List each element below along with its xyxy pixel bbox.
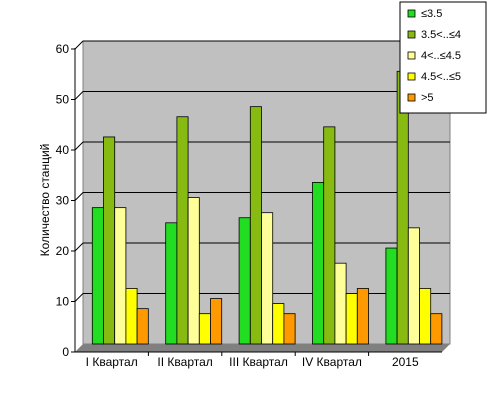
bar bbox=[283, 313, 296, 345]
plot-floor bbox=[75, 344, 450, 352]
bar bbox=[345, 293, 358, 345]
bar bbox=[385, 247, 398, 345]
gridline-depth bbox=[74, 40, 84, 50]
x-tick-label: IV Квартал bbox=[302, 355, 362, 369]
y-tick-label: 0 bbox=[62, 345, 69, 359]
x-tick-label: I Квартал bbox=[86, 355, 138, 369]
x-tick-label: III Квартал bbox=[229, 355, 288, 369]
bar bbox=[176, 116, 189, 345]
bar bbox=[261, 212, 274, 345]
legend-swatch bbox=[407, 93, 416, 102]
bar bbox=[103, 136, 116, 345]
bar bbox=[165, 222, 178, 345]
y-axis-label: Количество станций bbox=[38, 144, 52, 257]
bar bbox=[419, 288, 432, 345]
y-tick-label: 50 bbox=[56, 93, 70, 107]
y-ticks: 0 10 20 30 40 50 60 bbox=[56, 42, 75, 359]
legend-swatch bbox=[407, 51, 416, 60]
gridline-depth bbox=[74, 141, 84, 151]
legend-label: ≤3.5 bbox=[421, 8, 442, 20]
x-tick-label: 2015 bbox=[392, 355, 419, 369]
x-tick-label: II Квартал bbox=[157, 355, 212, 369]
gridline-depth bbox=[74, 242, 84, 252]
y-tick-label: 20 bbox=[56, 244, 70, 258]
bar bbox=[356, 288, 369, 345]
bar bbox=[136, 308, 149, 345]
bar bbox=[125, 288, 138, 345]
bars bbox=[91, 70, 443, 345]
x-ticks: I Квартал II Квартал III Квартал IV Квартал… bbox=[86, 352, 419, 369]
bar bbox=[407, 227, 420, 345]
legend-label: 3.5<..≤4 bbox=[421, 29, 461, 41]
bar bbox=[312, 181, 325, 345]
legend-label: 4<..≤4.5 bbox=[421, 50, 461, 62]
plot-area: 0 10 20 30 40 50 60 I Квартал II Квартал III Ква… bbox=[56, 40, 451, 369]
bar bbox=[187, 197, 200, 345]
bar bbox=[114, 207, 127, 345]
legend-swatch bbox=[407, 30, 416, 39]
y-tick-label: 60 bbox=[56, 42, 70, 56]
y-tick-label: 10 bbox=[56, 295, 70, 309]
legend-swatch bbox=[407, 72, 416, 81]
bar bbox=[249, 106, 262, 345]
gridline-depth bbox=[74, 91, 84, 100]
y-tick-label: 40 bbox=[56, 143, 70, 157]
y-tick-label: 30 bbox=[56, 194, 70, 208]
bar bbox=[238, 217, 251, 345]
bar bbox=[323, 126, 336, 345]
bar bbox=[210, 298, 223, 345]
bar bbox=[430, 313, 443, 345]
legend-label: >5 bbox=[421, 92, 434, 104]
gridline-depth bbox=[74, 192, 84, 201]
bar bbox=[272, 303, 285, 345]
legend: ≤3.5 3.5<..≤4 4<..≤4.5 4.5<..≤5 >5 bbox=[399, 1, 487, 114]
gridline-depth bbox=[74, 293, 84, 302]
bar bbox=[198, 313, 211, 345]
legend-swatch bbox=[407, 9, 416, 18]
bar bbox=[334, 262, 347, 345]
bar bbox=[91, 207, 104, 345]
legend-label: 4.5<..≤5 bbox=[421, 71, 461, 83]
